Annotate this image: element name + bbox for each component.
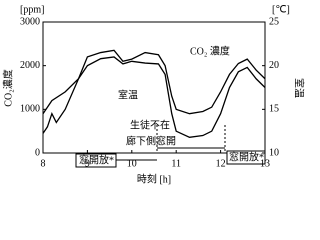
annotation: 室温 [118,88,138,101]
series-line [42,49,266,134]
y2-tick-label: 20 [269,60,279,71]
annotation-box [112,88,142,103]
y2-axis-label: 室温 [293,78,306,98]
x-tick-label: 9 [85,158,90,169]
x-tick-label: 12 [216,158,226,169]
y-tick-label: 3000 [20,16,40,27]
y2-tick-label: 10 [269,147,279,158]
y-tick-label: 0 [35,147,40,158]
y-unit: [ppm] [20,4,44,15]
y2-unit: [℃] [272,4,290,15]
x-tick-label: 11 [171,158,181,169]
annotation: 窓開放* [229,150,264,163]
x-tick-label: 8 [41,158,46,169]
annotation: 廊下側窓開 [126,134,176,147]
x-tick-label: 10 [127,158,137,169]
x-axis-label: 時刻 [h] [137,172,171,185]
plot-frame [42,21,266,154]
chart: [ppm] [℃] CO₂濃度 室温 時刻 [h] CO₂ 濃度 室温 生徒不在… [1,4,306,185]
y2-tick-label: 25 [269,16,279,27]
y-tick-label: 1000 [20,104,40,115]
annotation: 窓開放* [79,153,114,166]
y2-tick-label: 15 [269,104,279,115]
series-line [42,56,266,138]
annotation: 生徒不在 [130,118,170,131]
y-tick-label: 2000 [20,60,40,71]
annotation-box [226,150,266,165]
annotation: CO₂ 濃度 [190,44,230,57]
x-tick-label: 13 [260,158,270,169]
y-axis-label: CO₂濃度 [1,69,14,106]
